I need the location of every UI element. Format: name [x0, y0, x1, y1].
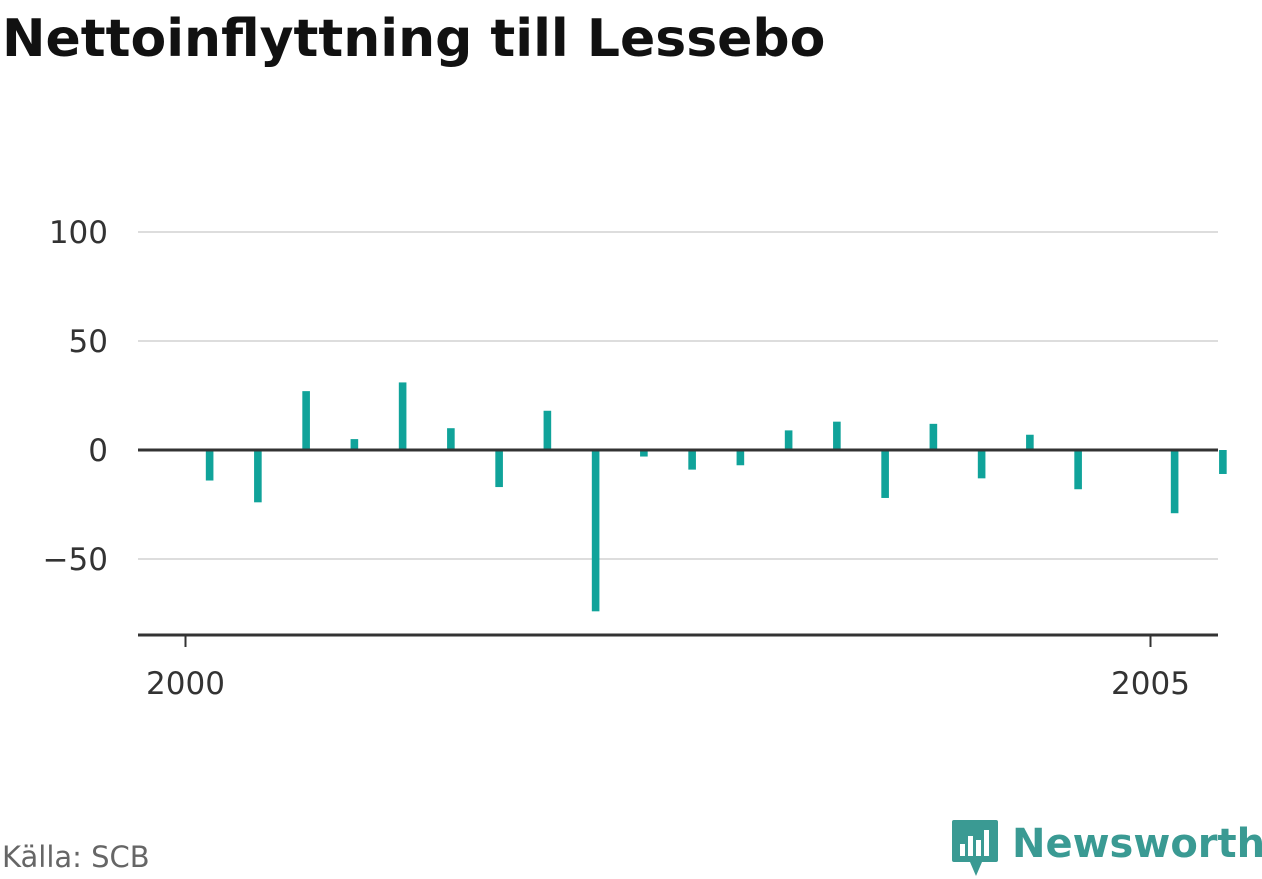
brand-name: Newsworthy	[1012, 818, 1262, 870]
bar	[544, 411, 552, 450]
bar	[881, 450, 889, 498]
bar	[399, 382, 407, 450]
bar	[302, 391, 310, 450]
bar	[1074, 450, 1082, 489]
bar	[688, 450, 696, 470]
bar	[737, 450, 745, 465]
bar	[833, 422, 841, 450]
x-tick-label: 2005	[1111, 666, 1190, 702]
y-tick-label: 100	[49, 215, 108, 251]
bar	[592, 450, 600, 611]
y-tick-label: 0	[88, 433, 108, 469]
bar	[206, 450, 214, 481]
bar	[447, 428, 455, 450]
bar	[1219, 450, 1227, 474]
bars	[206, 191, 1262, 612]
x-tick-label: 2000	[146, 666, 225, 702]
y-tick-label: 50	[69, 324, 108, 360]
bar	[785, 430, 793, 450]
bar	[351, 439, 359, 450]
bar	[930, 424, 938, 450]
x-tick-labels: 200020052010201520202025	[146, 635, 1262, 702]
newsworthy-logo[interactable]: Newsworthy	[950, 818, 1262, 878]
bar	[495, 450, 503, 487]
y-tick-labels: 100 50 0 −50	[43, 215, 108, 578]
axes	[138, 450, 1218, 635]
bar	[1171, 450, 1179, 513]
bar	[1026, 435, 1034, 450]
bar	[254, 450, 262, 502]
source-note: Källa: SCB	[2, 840, 150, 874]
y-tick-label: −50	[43, 542, 108, 578]
bar	[978, 450, 986, 478]
gridlines	[138, 232, 1218, 559]
bar-chart: 100500−50 200020052010201520202025	[0, 0, 1262, 879]
newsworthy-logo-icon	[950, 818, 1000, 878]
